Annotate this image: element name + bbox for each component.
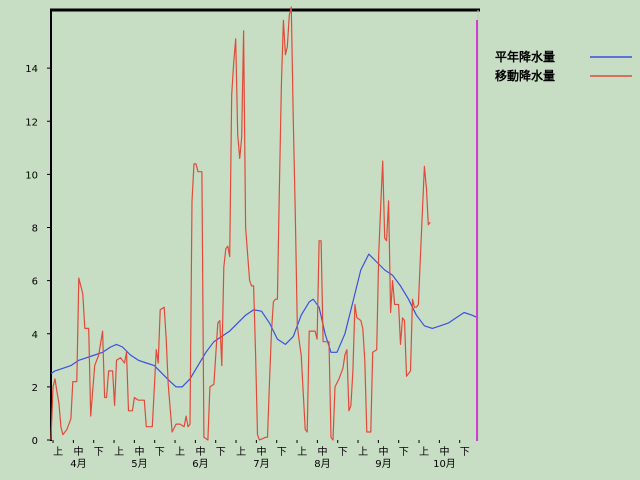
y-tick-label: 0 bbox=[32, 436, 38, 447]
x-subtick-label: 中 bbox=[195, 445, 205, 458]
y-tick-label: 2 bbox=[32, 383, 38, 394]
legend-label: 平年降水量 bbox=[495, 49, 555, 64]
x-subtick-label: 下 bbox=[399, 447, 409, 458]
x-month-label: 8月 bbox=[314, 458, 330, 470]
x-subtick-label: 下 bbox=[94, 447, 104, 458]
x-month-label: 10月 bbox=[433, 458, 456, 470]
x-subtick-label: 中 bbox=[134, 445, 144, 458]
x-subtick-label: 上 bbox=[236, 446, 246, 458]
series-lines bbox=[50, 6, 479, 441]
x-month-label: 5月 bbox=[131, 458, 147, 470]
y-axis-ticks: 0 2 4 6 8 10 12 14 bbox=[25, 64, 51, 447]
series-line-2 bbox=[50, 6, 431, 441]
x-month-label: 4月 bbox=[70, 458, 86, 470]
x-month-label: 7月 bbox=[253, 458, 269, 470]
x-subtick-label: 中 bbox=[256, 445, 266, 458]
y-tick-label: 6 bbox=[32, 277, 38, 288]
x-subtick-label: 上 bbox=[358, 446, 368, 458]
y-tick-label: 12 bbox=[25, 117, 38, 128]
y-tick-label: 10 bbox=[25, 170, 38, 181]
x-subtick-label: 中 bbox=[317, 445, 327, 458]
x-subtick-label: 中 bbox=[73, 445, 83, 458]
x-subtick-label: 下 bbox=[460, 447, 470, 458]
series-line-1 bbox=[50, 253, 479, 388]
x-axis-ticks: 上中下上中下上中下上中下上中下上中下上中下4月 5月 6月 7月 8月 9月 10月 bbox=[52, 440, 470, 470]
x-month-label: 6月 bbox=[192, 458, 208, 470]
legend-label: 移動降水量 bbox=[495, 68, 555, 83]
x-subtick-label: 下 bbox=[277, 447, 287, 458]
x-subtick-label: 中 bbox=[378, 445, 388, 458]
plot-background bbox=[50, 10, 480, 441]
x-subtick-label: 上 bbox=[114, 446, 124, 458]
x-month-label: 9月 bbox=[375, 458, 391, 470]
x-subtick-label: 下 bbox=[216, 447, 226, 458]
x-subtick-label: 上 bbox=[175, 446, 185, 458]
x-subtick-label: 上 bbox=[297, 446, 307, 458]
y-tick-label: 4 bbox=[32, 330, 38, 341]
x-subtick-label: 下 bbox=[338, 447, 348, 458]
x-subtick-label: 下 bbox=[155, 447, 165, 458]
x-subtick-label: 上 bbox=[53, 446, 63, 458]
x-subtick-label: 中 bbox=[439, 445, 449, 458]
y-tick-label: 14 bbox=[25, 64, 38, 75]
x-subtick-label: 上 bbox=[419, 446, 429, 458]
y-tick-label: 8 bbox=[32, 224, 38, 235]
